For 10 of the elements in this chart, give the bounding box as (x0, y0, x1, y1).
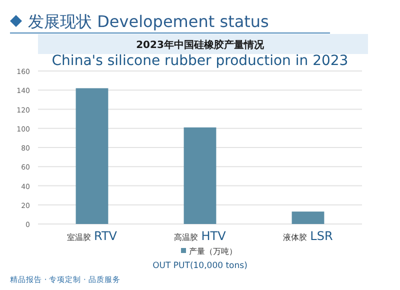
x-tick-label: 室温胶 RTV (66, 229, 118, 243)
legend-label: 产量（万吨） (189, 247, 237, 256)
x-axis-title: OUT PUT(10,000 tons) (152, 261, 248, 271)
bar (76, 88, 108, 224)
bar (184, 127, 216, 224)
bar (292, 212, 324, 224)
x-tick-label: 液体胶 LSR (283, 229, 333, 243)
chart-subtitle: 2023年中国硅橡胶产量情况 China's silicone rubber production in 2023 (52, 39, 348, 69)
chart-title: 发展现状 Developement status (28, 12, 269, 31)
x-tick-label: 高温胶 HTV (174, 229, 227, 243)
